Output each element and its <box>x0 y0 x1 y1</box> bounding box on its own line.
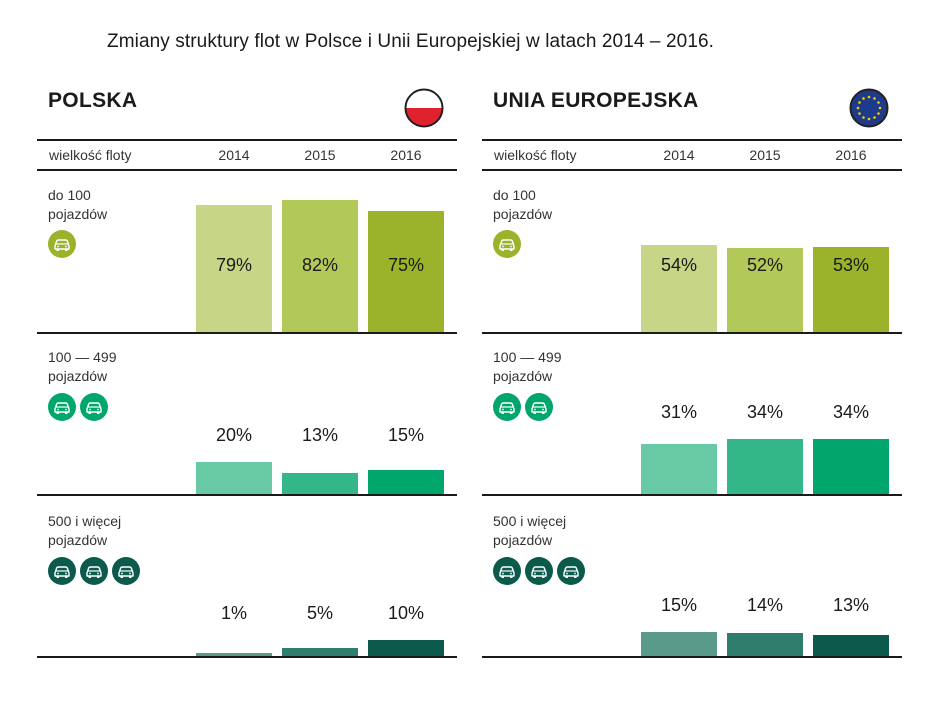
bar <box>727 248 803 332</box>
year-header: 2015 <box>749 147 781 163</box>
vehicle-icons <box>48 393 108 421</box>
car-icon <box>48 557 76 585</box>
data-label: 15% <box>387 424 425 445</box>
data-label: 82% <box>301 255 339 275</box>
category-label: 100 — 499 pojazdów <box>48 348 117 386</box>
car-icon <box>493 393 521 421</box>
bar <box>282 647 358 656</box>
column-header-label: wielkość floty <box>494 147 577 163</box>
eu-flag-icon <box>849 88 889 128</box>
category-label-line: pojazdów <box>493 206 553 222</box>
category-label-line: 500 i więcej <box>493 513 567 529</box>
data-label: 15% <box>660 594 698 615</box>
group-baseline <box>482 332 902 334</box>
car-icon <box>80 393 108 421</box>
car-icon <box>112 557 140 585</box>
category-label-line: pojazdów <box>493 368 553 384</box>
bar <box>813 246 889 332</box>
data-label: 13% <box>301 424 339 445</box>
bar <box>813 635 889 656</box>
car-icon <box>525 393 553 421</box>
data-label: 1% <box>220 602 247 623</box>
panel-polska: POLSKA wielkość floty 2014 2015 2016 do 100 po… <box>37 0 457 711</box>
vehicle-icons <box>48 230 76 258</box>
data-label: 10% <box>387 602 425 623</box>
column-header-label: wielkość floty <box>49 147 132 163</box>
panel-unia-europejska: UNIA EUROPEJSKA wielkość floty 2014 2015 201… <box>482 0 902 711</box>
category-label: do 100 pojazdów <box>493 186 552 224</box>
category-label-line: pojazdów <box>48 368 108 384</box>
data-label: 14% <box>746 594 784 615</box>
top-rule <box>482 139 902 141</box>
category-label-line: pojazdów <box>48 206 108 222</box>
bar <box>641 245 717 332</box>
poland-flag-icon <box>404 88 444 128</box>
vehicle-icons <box>493 557 585 585</box>
vehicle-icons <box>493 230 521 258</box>
car-icon <box>493 557 521 585</box>
bar <box>368 211 444 332</box>
data-label: 34% <box>832 402 870 423</box>
bar <box>813 439 889 494</box>
year-header: 2015 <box>304 147 336 163</box>
bar <box>196 461 272 494</box>
bar <box>368 639 444 656</box>
data-label: 5% <box>306 602 333 623</box>
region-title: UNIA EUROPEJSKA <box>493 89 699 112</box>
data-label: 52% <box>746 255 784 275</box>
category-label-line: 100 — 499 <box>493 349 562 365</box>
data-label: 79% <box>215 255 253 275</box>
category-label-line: do 100 <box>493 187 536 203</box>
group-baseline <box>482 656 902 658</box>
bar <box>196 653 272 656</box>
region-title: POLSKA <box>48 89 138 112</box>
year-header: 2014 <box>218 147 250 163</box>
header-rule <box>37 169 457 171</box>
bar <box>727 633 803 656</box>
bar <box>368 469 444 494</box>
car-icon <box>557 557 585 585</box>
bar <box>641 631 717 656</box>
category-label-line: 500 i więcej <box>48 513 122 529</box>
car-icon <box>525 557 553 585</box>
header-rule <box>482 169 902 171</box>
group-baseline <box>37 332 457 334</box>
car-icon <box>48 393 76 421</box>
car-icon <box>493 230 521 258</box>
car-icon <box>80 557 108 585</box>
data-label: 34% <box>746 402 784 423</box>
data-label: 75% <box>387 255 425 275</box>
data-label: 13% <box>832 594 870 615</box>
data-label: 20% <box>215 424 253 445</box>
category-label: 100 — 499 pojazdów <box>493 348 562 386</box>
bar <box>641 444 717 494</box>
year-header: 2014 <box>663 147 695 163</box>
year-header: 2016 <box>835 147 867 163</box>
category-label: 500 i więcej pojazdów <box>48 512 121 550</box>
bar <box>282 199 358 332</box>
group-baseline <box>37 656 457 658</box>
data-label: 31% <box>660 402 698 423</box>
bar <box>282 473 358 494</box>
year-header: 2016 <box>390 147 422 163</box>
category-label: do 100 pojazdów <box>48 186 107 224</box>
category-label-line: 100 — 499 <box>48 349 117 365</box>
car-icon <box>48 230 76 258</box>
vehicle-icons <box>48 557 140 585</box>
data-label: 53% <box>832 255 870 275</box>
group-baseline <box>482 494 902 496</box>
category-label-line: pojazdów <box>48 532 108 548</box>
category-label-line: do 100 <box>48 187 91 203</box>
group-baseline <box>37 494 457 496</box>
data-label: 54% <box>660 255 698 275</box>
category-label: 500 i więcej pojazdów <box>493 512 566 550</box>
chart-title: Zmiany struktury flot w Polsce i Unii Eu… <box>107 31 715 52</box>
category-label-line: pojazdów <box>493 532 553 548</box>
bar <box>196 204 272 332</box>
vehicle-icons <box>493 393 553 421</box>
bar <box>727 439 803 494</box>
top-rule <box>37 139 457 141</box>
